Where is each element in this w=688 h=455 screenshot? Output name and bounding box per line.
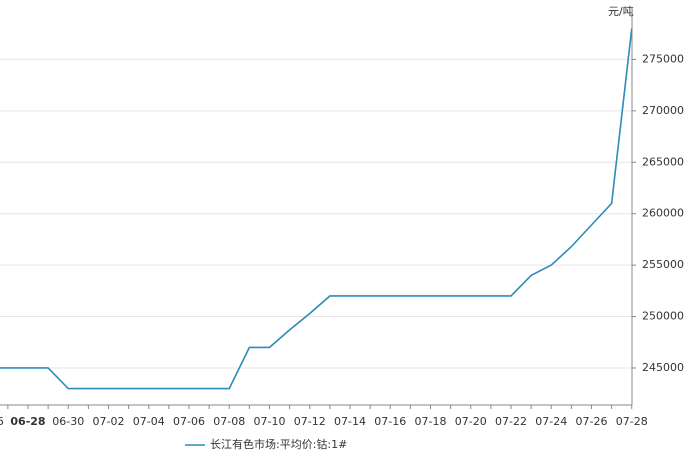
x-tick-label: 07-02 bbox=[93, 415, 125, 428]
line bbox=[0, 28, 633, 390]
legend-label: 长江有色市场:平均价:钴:1# bbox=[210, 437, 347, 451]
x-tick-label: 07-24 bbox=[535, 415, 567, 428]
x-tick-label: 07-16 bbox=[374, 415, 406, 428]
x-tick-label: 07-06 bbox=[173, 415, 205, 428]
x-tick-label: 07-28 bbox=[616, 415, 648, 428]
x-tick-label: 06-28 bbox=[10, 415, 45, 428]
y-tick-label: 250000 bbox=[642, 310, 684, 323]
x-tick-label: 06-30 bbox=[52, 415, 84, 428]
x-tick-label: 07-04 bbox=[133, 415, 165, 428]
y-tick-label: 255000 bbox=[642, 258, 684, 271]
y-tick-label: 265000 bbox=[642, 155, 684, 168]
x-tick-label: 07-26 bbox=[576, 415, 608, 428]
x-tick-label: 07-12 bbox=[294, 415, 326, 428]
x-tick-label: 07-20 bbox=[455, 415, 487, 428]
y-tick-label: 270000 bbox=[642, 104, 684, 117]
x-tick-label: 07-10 bbox=[254, 415, 286, 428]
x-tick-label: 07-18 bbox=[415, 415, 447, 428]
x-tick-label: 07-08 bbox=[213, 415, 245, 428]
y-unit: 元/吨 bbox=[608, 5, 634, 18]
y-tick-label: 275000 bbox=[642, 52, 684, 65]
y-tick-label: 245000 bbox=[642, 361, 684, 374]
y-tick-label: 260000 bbox=[642, 207, 684, 220]
x-tick-label: 07-14 bbox=[334, 415, 366, 428]
x-tick-label: 07-22 bbox=[495, 415, 527, 428]
x-tick-label: 06-26 bbox=[0, 415, 4, 428]
